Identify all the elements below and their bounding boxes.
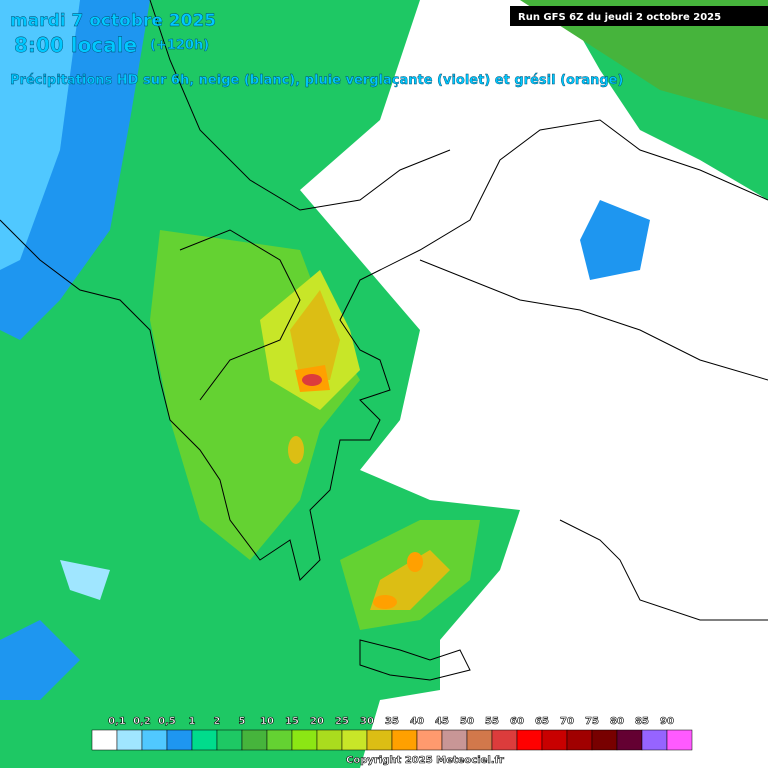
legend-swatch	[641, 729, 668, 751]
legend-label: 1	[189, 716, 196, 727]
legend-label: 40	[410, 716, 424, 727]
legend-label: 80	[610, 716, 624, 727]
legend-swatch	[366, 729, 393, 751]
legend-swatch	[666, 729, 693, 751]
legend-swatch	[466, 729, 493, 751]
legend-swatch	[191, 729, 218, 751]
legend-swatch	[266, 729, 293, 751]
legend-label: 25	[335, 716, 349, 727]
legend-swatch	[591, 729, 618, 751]
legend-label: 15	[285, 716, 299, 727]
legend-swatch	[341, 729, 368, 751]
legend-label: 30	[360, 716, 374, 727]
legend-label: 0,1	[108, 716, 126, 727]
legend-swatch	[166, 729, 193, 751]
legend-swatch	[291, 729, 318, 751]
legend-swatch	[541, 729, 568, 751]
legend-swatch	[141, 729, 168, 751]
legend-label: 0,5	[158, 716, 176, 727]
legend-label: 45	[435, 716, 449, 727]
legend-label: 60	[510, 716, 524, 727]
legend-swatch	[416, 729, 443, 751]
legend-swatch	[491, 729, 518, 751]
legend-swatch	[566, 729, 593, 751]
legend-swatch	[391, 729, 418, 751]
legend-swatch	[316, 729, 343, 751]
legend-label: 75	[585, 716, 599, 727]
legend: 0,1 0,2 0,5 1 2 5 10 15 20 25 30 35 40 45 50 55 60 65 70 75…	[91, 716, 693, 751]
legend-label: 0,2	[133, 716, 151, 727]
coastlines	[0, 0, 768, 681]
legend-label: 35	[385, 716, 399, 727]
legend-label: 5	[239, 716, 246, 727]
legend-label: 90	[660, 716, 674, 727]
legend-label: 10	[260, 716, 274, 727]
run-info: Run GFS 6Z du jeudi 2 octobre 2025	[518, 12, 721, 23]
legend-swatch	[116, 729, 143, 751]
forecast-date: mardi 7 octobre 2025	[10, 11, 216, 31]
legend-label: 65	[535, 716, 549, 727]
legend-label: 55	[485, 716, 499, 727]
forecast-time: 8:00 locale	[14, 33, 137, 57]
copyright: Copyright 2025 Meteociel.fr	[346, 755, 504, 766]
legend-label: 2	[214, 716, 221, 727]
legend-label: 20	[310, 716, 324, 727]
legend-swatch	[241, 729, 268, 751]
lead-time: (+120h)	[150, 38, 209, 53]
legend-swatch	[91, 729, 118, 751]
legend-label: 50	[460, 716, 474, 727]
legend-swatch	[516, 729, 543, 751]
subtitle: Précipitations HD sur 6h, neige (blanc),…	[10, 73, 623, 88]
legend-swatch	[616, 729, 643, 751]
legend-label: 85	[635, 716, 649, 727]
legend-swatch	[441, 729, 468, 751]
legend-label: 70	[560, 716, 574, 727]
legend-swatch	[216, 729, 243, 751]
run-box	[510, 6, 768, 26]
